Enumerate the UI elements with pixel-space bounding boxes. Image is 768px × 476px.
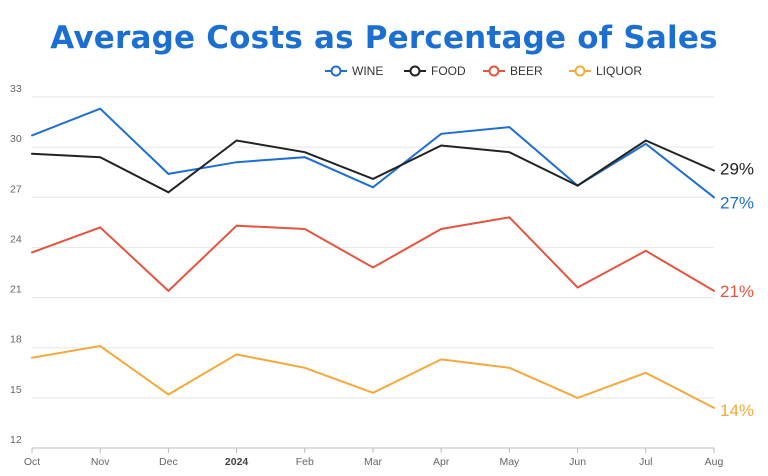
legend-item-liquor: LIQUOR (569, 64, 642, 78)
legend-label: FOOD (431, 64, 466, 78)
series-line-food (31, 139, 715, 194)
legend-marker (574, 65, 586, 77)
x-tick-label: Nov (91, 456, 110, 468)
x-tick-label: Jul (639, 456, 652, 468)
y-tick-label: 18 (10, 334, 22, 346)
series-layer (31, 107, 715, 409)
axis-layer: 12 15 18 21 24 27 30 33 Oct Nov Dec 2024 Feb Mar Apr Ma… (10, 83, 723, 468)
legend-item-beer: BEER (483, 64, 543, 78)
y-tick-label: 24 (10, 233, 22, 245)
legend: WINE FOOD BEER LIQUOR (325, 64, 642, 78)
legend-item-food: FOOD (404, 64, 466, 78)
legend-label: BEER (510, 64, 543, 78)
grid-layer (32, 96, 714, 449)
series-line-beer (31, 216, 715, 293)
legend-label: WINE (352, 64, 383, 78)
x-tick-label: Aug (705, 456, 724, 468)
y-tick-label: 15 (10, 384, 22, 396)
y-tick-label: 33 (10, 83, 22, 95)
x-tick-label: Apr (433, 456, 450, 468)
x-tick-label: Mar (364, 456, 383, 468)
legend-marker (409, 65, 421, 77)
end-labels: 27% 29% 21% 14% (720, 160, 754, 420)
x-tick-label: 2024 (225, 456, 249, 468)
legend-marker (330, 65, 342, 77)
legend-marker (488, 65, 500, 77)
chart-title: Average Costs as Percentage of Sales (50, 20, 718, 56)
y-tick-label: 21 (10, 284, 22, 296)
x-tick-label: Feb (296, 456, 314, 468)
legend-item-wine: WINE (325, 64, 383, 78)
y-tick-label: 27 (10, 183, 22, 195)
y-tick-label: 30 (10, 133, 22, 145)
x-tick-label: Jun (569, 456, 586, 468)
end-label-beer: 21% (720, 282, 754, 301)
end-label-wine: 27% (720, 193, 754, 212)
end-label-food: 29% (720, 160, 754, 179)
y-tick-label: 12 (10, 434, 22, 446)
series-line-wine (31, 107, 715, 199)
x-tick-label: May (499, 456, 520, 468)
legend-label: LIQUOR (596, 64, 642, 78)
x-tick-label: Dec (159, 456, 178, 468)
series-line-liquor (31, 344, 715, 409)
end-label-liquor: 14% (720, 401, 754, 420)
x-tick-label: Oct (24, 456, 40, 468)
